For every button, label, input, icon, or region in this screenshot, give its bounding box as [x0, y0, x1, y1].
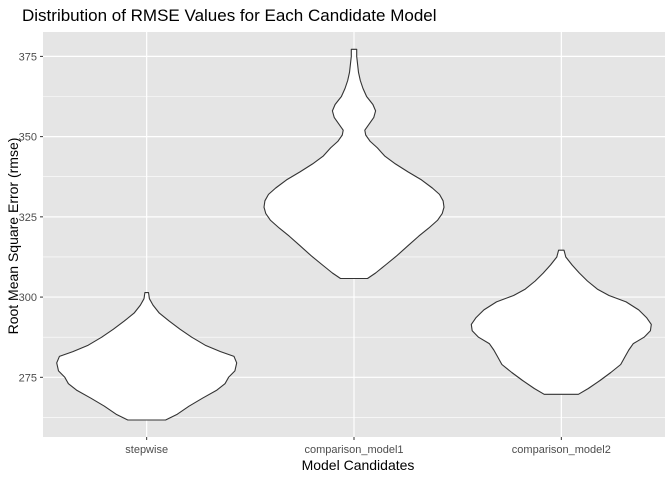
x-tick-label: stepwise	[125, 444, 168, 456]
violin-comparison_model2	[470, 249, 652, 395]
violins	[56, 48, 652, 421]
x-axis: stepwise comparison_model1 comparison_mode…	[125, 437, 611, 456]
y-tick-label: 300	[19, 292, 37, 304]
chart-title: Distribution of RMSE Values for Each Can…	[22, 6, 437, 25]
y-tick-label: 275	[19, 372, 37, 384]
x-tick-label: comparison_model2	[512, 444, 611, 456]
x-tick-label: comparison_model1	[304, 444, 403, 456]
y-axis: 275 300 325 350 375	[19, 51, 43, 384]
x-axis-title: Model Candidates	[302, 457, 415, 473]
violin-comparison_model1	[263, 48, 445, 280]
y-tick-label: 375	[19, 51, 37, 63]
y-axis-title: Root Mean Square Error (rmse)	[5, 138, 21, 335]
violin-stepwise	[56, 292, 238, 421]
y-tick-label: 350	[19, 132, 37, 144]
y-tick-label: 325	[19, 212, 37, 224]
